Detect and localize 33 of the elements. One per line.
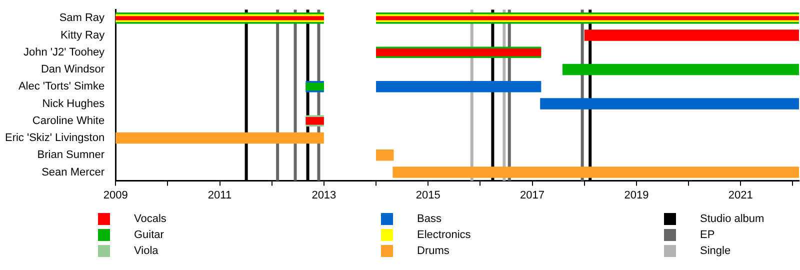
bar [376, 149, 394, 161]
legend-label: Drums [417, 245, 450, 257]
legend-label: Viola [134, 245, 158, 257]
bar [584, 30, 799, 41]
x-tick-label: 2015 [416, 189, 440, 202]
bar [116, 132, 324, 144]
y-tick-label: Dan Windsor [40, 64, 105, 76]
bar [392, 166, 799, 178]
x-tick-label: 2009 [103, 189, 128, 202]
legend-label: Studio album [700, 213, 764, 225]
legend-label: Single [700, 245, 731, 257]
x-tick-label: 2013 [312, 189, 336, 202]
x-tick-label: 2011 [208, 189, 232, 202]
x-tick-label: 2019 [624, 189, 649, 202]
legend-label: Electronics [417, 229, 471, 241]
bar [562, 64, 799, 76]
legend-label: Guitar [134, 229, 164, 241]
legend-label: Bass [417, 213, 442, 225]
legend-label: Vocals [134, 213, 166, 225]
legend-label: EP [700, 229, 715, 241]
y-tick-label: John 'J2' Toohey [24, 46, 106, 58]
x-tick-label: 2017 [520, 189, 545, 202]
y-tick-label: Sean Mercer [42, 166, 105, 178]
y-tick-label: Caroline White [32, 114, 105, 127]
bar [376, 80, 542, 92]
y-tick-label: Nick Hughes [42, 98, 106, 110]
y-tick-label: Kitty Ray [60, 29, 106, 42]
y-tick-label: Eric 'Skiz' Livingston [4, 132, 105, 144]
bar [540, 98, 799, 110]
y-tick-label: Alec 'Torts' Simke [18, 80, 105, 93]
y-tick-label: Sam Ray [59, 12, 106, 24]
x-tick-label: 2021 [728, 189, 753, 202]
y-tick-label: Brian Sumner [37, 149, 105, 162]
